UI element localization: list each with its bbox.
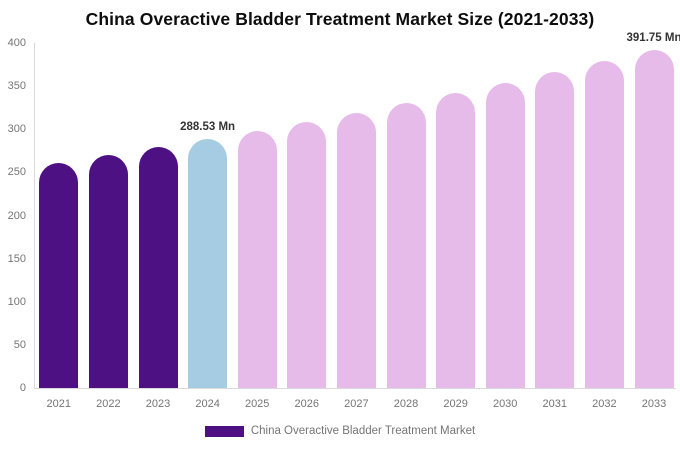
y-axis-line bbox=[34, 43, 35, 388]
bar-2024[interactable] bbox=[188, 139, 228, 388]
y-tick-300: 300 bbox=[7, 123, 26, 136]
bar-2030[interactable] bbox=[485, 82, 525, 388]
x-tick-2025: 2025 bbox=[244, 398, 270, 410]
y-tick-250: 250 bbox=[7, 166, 26, 179]
legend-swatch bbox=[204, 425, 244, 437]
x-tick-2032: 2032 bbox=[592, 398, 617, 410]
bar-2022[interactable] bbox=[88, 155, 128, 388]
bar-2023[interactable] bbox=[138, 147, 178, 388]
bar-2025[interactable] bbox=[237, 130, 277, 388]
legend[interactable]: China Overactive Bladder Treatment Marke… bbox=[0, 425, 680, 437]
x-tick-2026: 2026 bbox=[294, 398, 320, 410]
bar-2031[interactable] bbox=[535, 72, 575, 388]
y-tick-150: 150 bbox=[7, 252, 26, 265]
x-tick-2028: 2028 bbox=[393, 398, 419, 410]
x-axis-line bbox=[34, 388, 676, 389]
value-label-2024: 288.53 Mn bbox=[180, 121, 236, 134]
x-tick-2030: 2030 bbox=[492, 398, 518, 410]
bar-2027[interactable] bbox=[336, 112, 376, 388]
bar-2026[interactable] bbox=[287, 121, 327, 388]
x-tick-2031: 2031 bbox=[542, 398, 568, 410]
x-tick-2022: 2022 bbox=[96, 398, 121, 410]
bar-2032[interactable] bbox=[584, 61, 624, 388]
y-tick-50: 50 bbox=[13, 338, 26, 351]
bar-2021[interactable] bbox=[39, 163, 79, 388]
x-tick-2021: 2021 bbox=[46, 398, 72, 410]
x-tick-2024: 2024 bbox=[195, 398, 220, 410]
chart-title: China Overactive Bladder Treatment Marke… bbox=[85, 9, 595, 29]
x-tick-2023: 2023 bbox=[145, 398, 171, 410]
y-tick-400: 400 bbox=[7, 37, 26, 49]
y-tick-0: 0 bbox=[19, 382, 26, 394]
x-tick-2027: 2027 bbox=[344, 398, 369, 410]
x-tick-2033: 2033 bbox=[641, 398, 667, 410]
bar-2028[interactable] bbox=[386, 102, 426, 388]
x-tick-2029: 2029 bbox=[443, 398, 468, 410]
y-tick-200: 200 bbox=[7, 209, 26, 222]
bar-2029[interactable] bbox=[436, 93, 476, 388]
y-tick-100: 100 bbox=[7, 295, 26, 308]
value-label-2033: 391.75 Mn bbox=[626, 32, 680, 45]
legend-label: China Overactive Bladder Treatment Marke… bbox=[250, 425, 476, 437]
y-tick-350: 350 bbox=[7, 80, 26, 93]
bar-2033[interactable] bbox=[634, 50, 674, 388]
